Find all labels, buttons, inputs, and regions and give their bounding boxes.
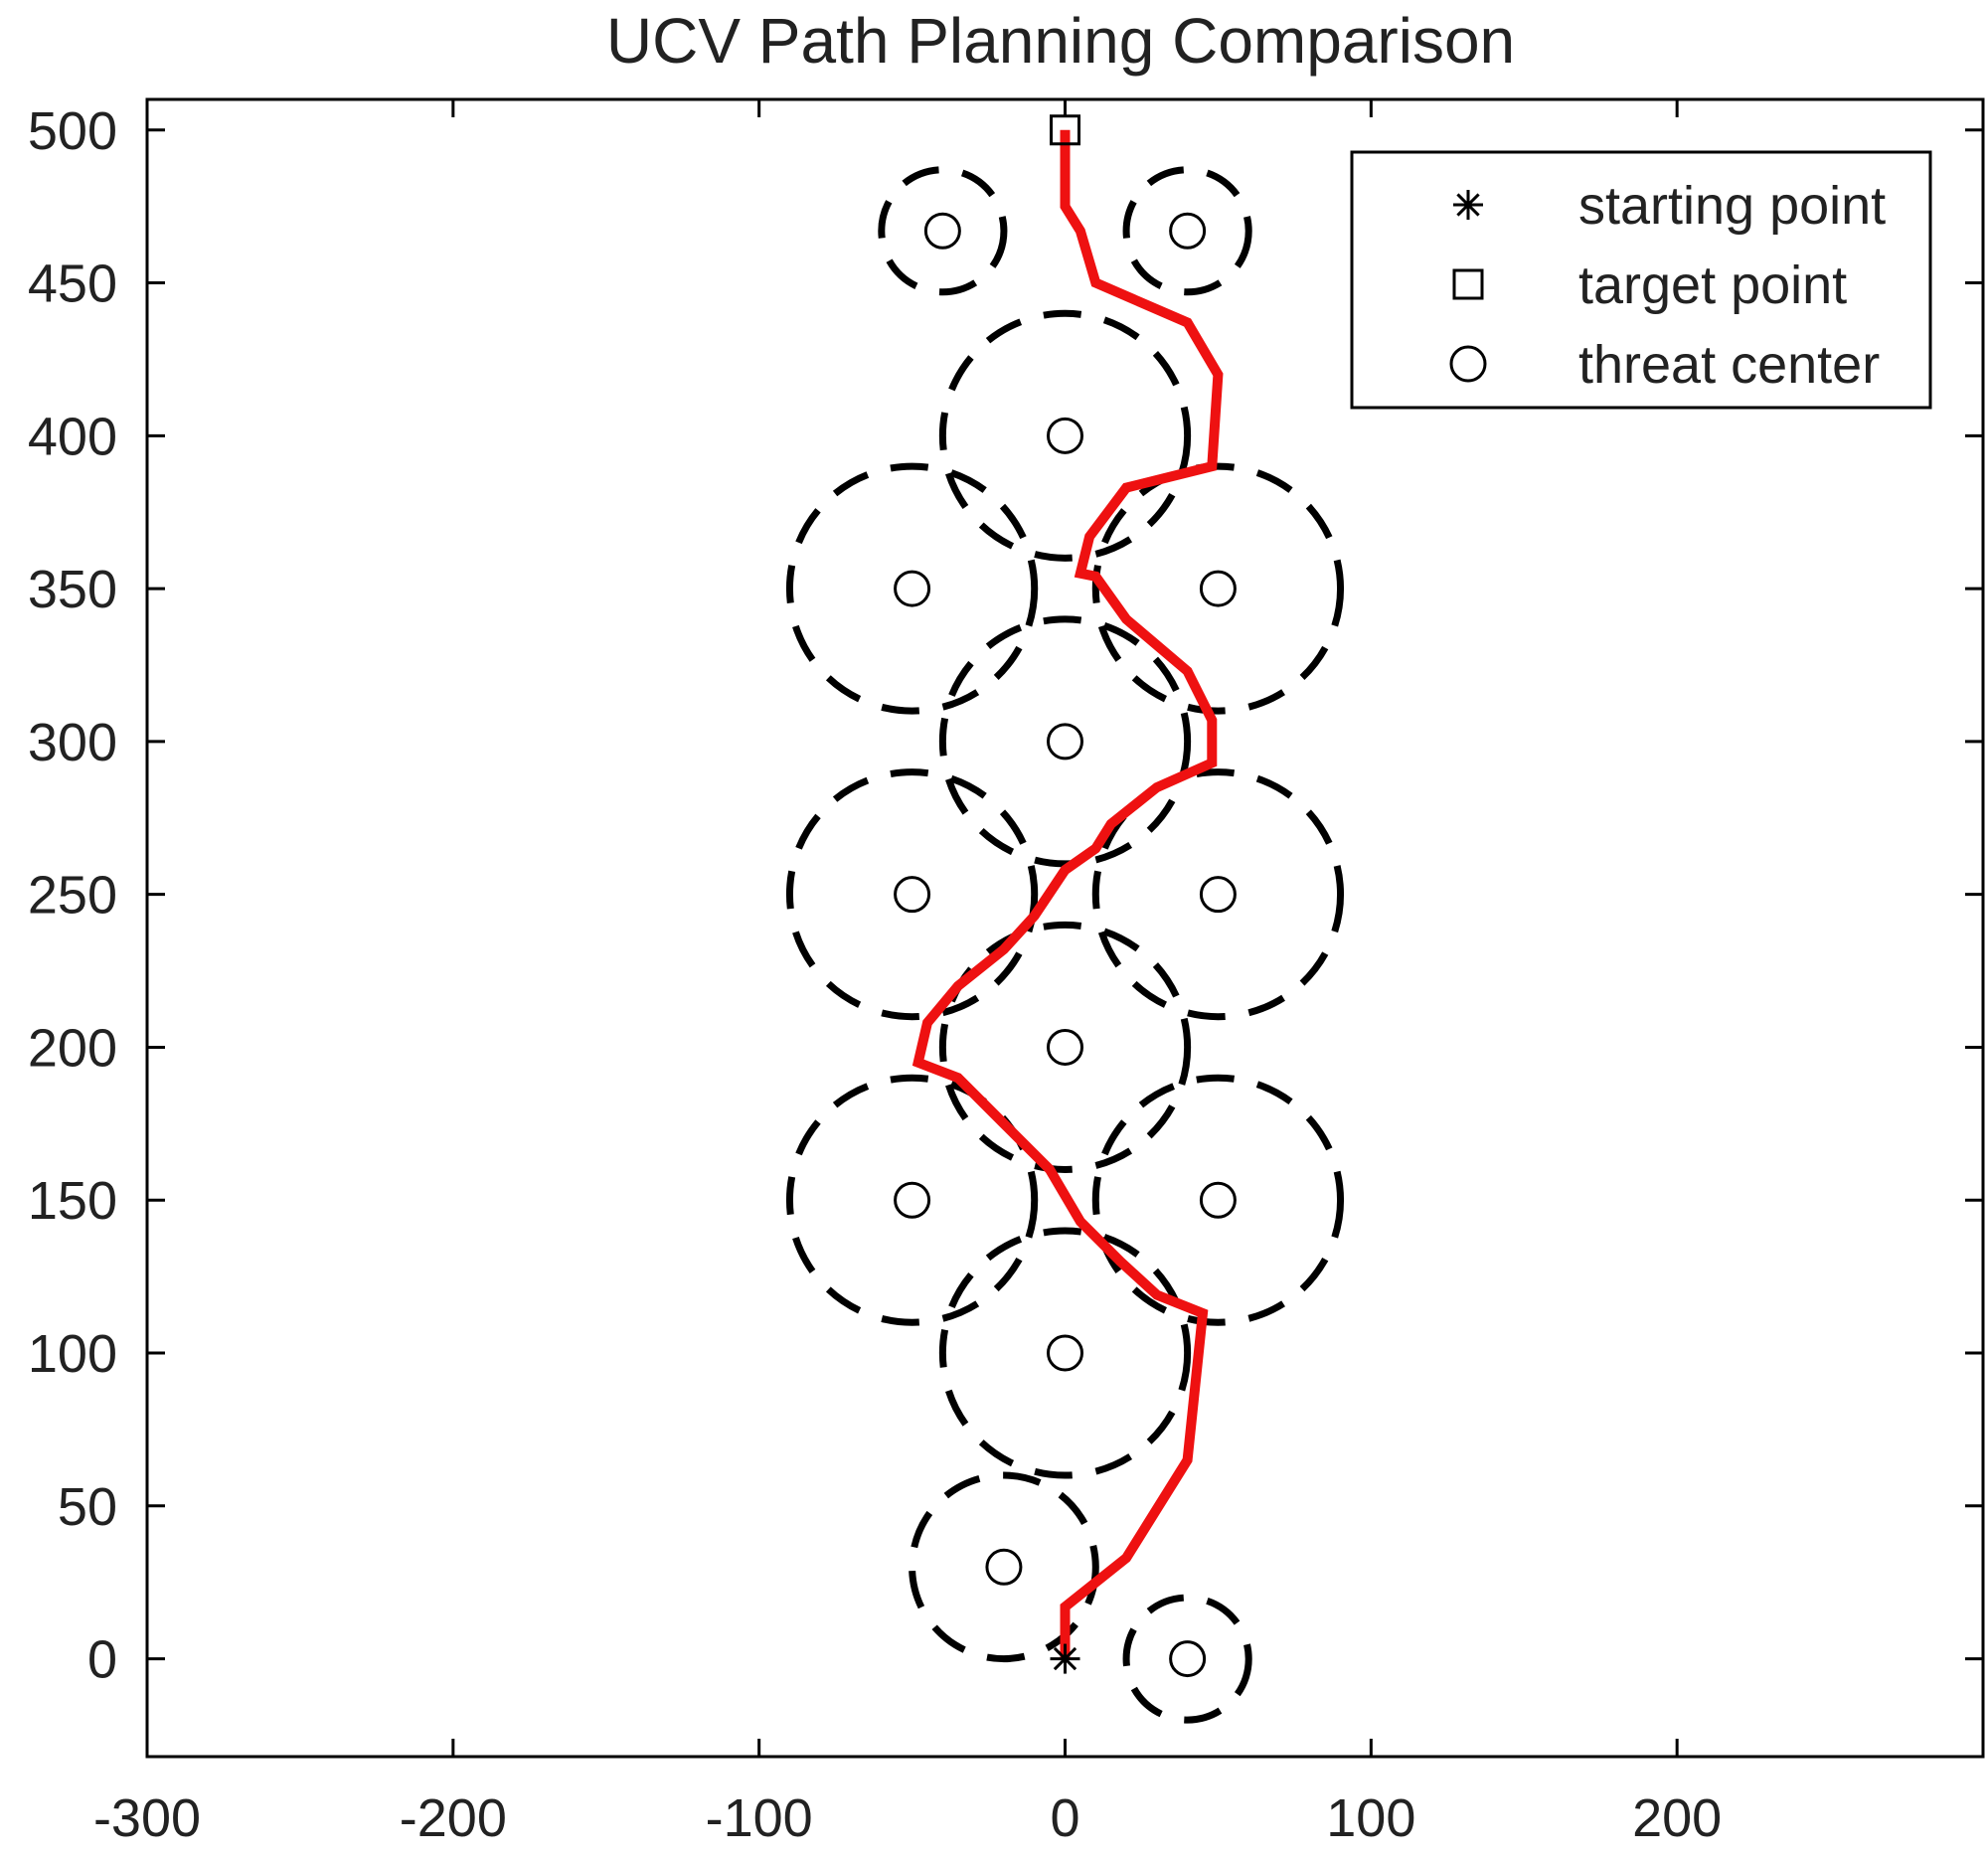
x-tick-label: 200 (1632, 1788, 1722, 1848)
threat-center (894, 876, 931, 914)
x-tick-label: 100 (1326, 1788, 1415, 1848)
threat-boundary (938, 615, 1192, 868)
threat-center (1047, 723, 1083, 761)
threat-center (894, 1181, 931, 1219)
threat-center (923, 212, 961, 250)
threat-center (1199, 1181, 1237, 1219)
y-tick-label: 500 (28, 101, 117, 161)
asterisk-stroke (1456, 193, 1480, 217)
threat-boundary (785, 768, 1039, 1021)
threat-boundary (878, 166, 1008, 296)
y-tick-label: 300 (28, 713, 117, 772)
threat-boundary (785, 462, 1039, 715)
y-tick-label: 200 (28, 1018, 117, 1078)
threat-center (985, 1548, 1023, 1586)
x-tick-label: 0 (1050, 1788, 1079, 1848)
threat-center (1047, 417, 1083, 454)
x-tick-label: -100 (706, 1788, 813, 1848)
y-tick-label: 450 (28, 254, 117, 314)
legend-label: target point (1578, 255, 1847, 315)
y-tick-label: 100 (28, 1324, 117, 1384)
threat-center (1047, 1028, 1083, 1066)
threat-boundary (938, 1227, 1192, 1479)
y-tick-label: 50 (58, 1477, 117, 1537)
threat-center (1169, 212, 1207, 250)
legend: starting point target point threat center (1350, 150, 1932, 410)
threat-boundary (909, 1471, 1099, 1663)
legend-marker-asterisk (1453, 190, 1483, 220)
threat-boundary (938, 921, 1192, 1173)
threat-center (1047, 1334, 1083, 1372)
threat-boundary (1091, 768, 1345, 1021)
target-point-marker (1050, 114, 1080, 146)
threat-boundary (1122, 1594, 1252, 1724)
threat-center (1199, 876, 1237, 914)
threat-boundary (1091, 1074, 1345, 1326)
threat-boundary (785, 1074, 1039, 1326)
legend-marker-square (1452, 268, 1484, 300)
y-tick-label: 400 (28, 407, 117, 466)
legend-box (1350, 150, 1932, 410)
legend-label: threat center (1578, 335, 1880, 395)
plot-area: -300 -200 -100 0 100 200 0 50 100 150 200 250 300 350… (28, 97, 1985, 1848)
y-tick-label: 350 (28, 560, 117, 619)
y-tick-label: 150 (28, 1171, 117, 1231)
y-tick-label: 0 (87, 1630, 117, 1690)
threat-center (1199, 570, 1237, 607)
x-tick-label: -200 (400, 1788, 507, 1848)
threat-boundary (938, 309, 1192, 562)
threat-center (1169, 1640, 1207, 1678)
legend-marker-circle (1449, 345, 1487, 383)
legend-label: starting point (1578, 176, 1886, 236)
threat-center (894, 570, 931, 607)
chart-title: UCV Path Planning Comparison (606, 5, 1515, 77)
path-line (911, 129, 1224, 1659)
starting-point-marker (1050, 1643, 1080, 1674)
x-tick-label: -300 (93, 1788, 201, 1848)
threat-boundary (1091, 462, 1345, 715)
asterisk-stroke (1053, 1646, 1077, 1671)
threat-boundary (1122, 166, 1252, 296)
y-tick-label: 250 (28, 866, 117, 926)
